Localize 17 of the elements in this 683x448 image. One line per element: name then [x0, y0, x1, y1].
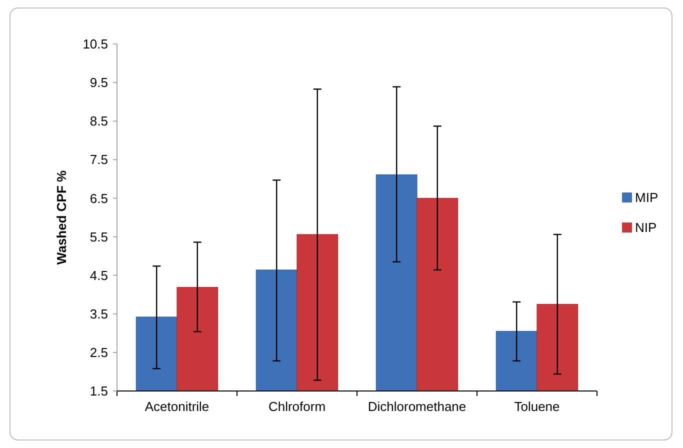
y-tick-label: 3.5 — [90, 306, 108, 322]
y-tick-label: 6.5 — [90, 190, 108, 206]
y-tick-label: 5.5 — [90, 229, 108, 244]
y-tick-label: 4.5 — [90, 268, 108, 283]
y-tick-label: 2.5 — [90, 344, 108, 360]
x-tick-label: Toluene — [514, 399, 560, 414]
legend-label: MIP — [635, 190, 658, 206]
y-tick-label: 9.5 — [90, 75, 108, 90]
y-axis-title: Washed CPF % — [54, 170, 69, 265]
legend-label: NIP — [635, 220, 657, 236]
x-tick-label: Chlroform — [268, 399, 326, 414]
y-tick-label: 1.5 — [90, 384, 108, 399]
x-tick-label: Dichloromethane — [368, 399, 466, 414]
y-tick-label: 7.5 — [90, 152, 108, 168]
x-tick-label: Acetonitrile — [144, 399, 210, 414]
y-tick-label: 8.5 — [90, 114, 108, 129]
y-tick-label: 10.5 — [82, 36, 108, 52]
